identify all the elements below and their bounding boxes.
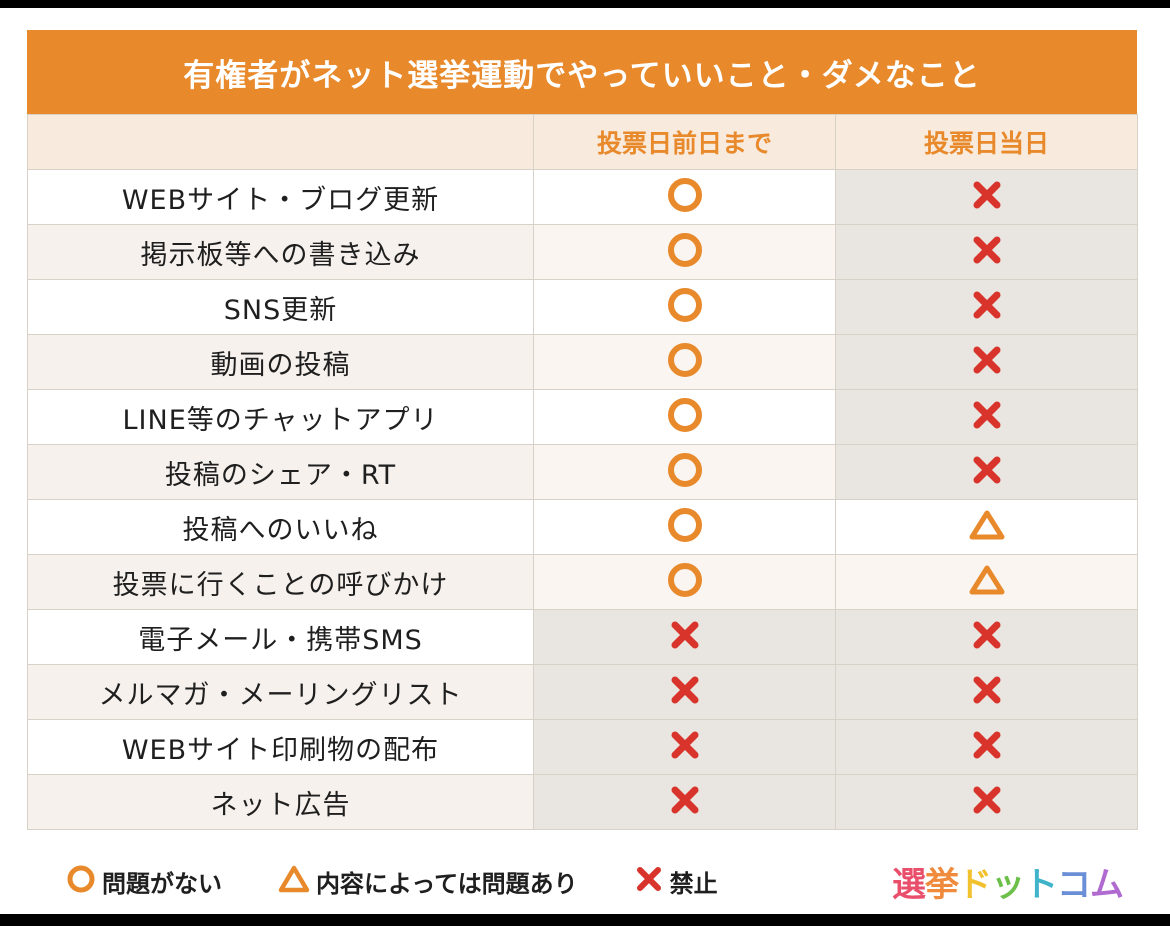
circle-icon: [666, 396, 704, 438]
table-row: ネット広告: [27, 774, 1138, 830]
logo-letter: 挙: [925, 864, 959, 905]
cell-election-day: [835, 774, 1138, 830]
row-label: 投稿へのいいね: [27, 499, 534, 555]
table-row: 電子メール・携帯SMS: [27, 609, 1138, 665]
logo-letter: ド: [958, 864, 992, 905]
circle-icon: [66, 864, 96, 898]
legend-ng: 禁止: [634, 864, 718, 899]
header-row: 投票日前日まで 投票日当日: [27, 114, 1138, 170]
table-row: WEBサイト印刷物の配布: [27, 719, 1138, 775]
cross-icon: [667, 617, 703, 657]
row-label: 投稿のシェア・RT: [27, 444, 534, 500]
cell-election-day: [835, 224, 1138, 280]
cell-before-election-day: [533, 774, 836, 830]
row-label: 掲示板等への書き込み: [27, 224, 534, 280]
legend-ok: 問題がない: [66, 864, 222, 899]
cross-icon: [969, 782, 1005, 822]
table-row: 投稿のシェア・RT: [27, 444, 1138, 500]
cross-icon: [969, 617, 1005, 657]
logo-letter: 選: [892, 864, 926, 905]
table-row: 投稿へのいいね: [27, 499, 1138, 555]
cross-icon: [667, 782, 703, 822]
cell-before-election-day: [533, 224, 836, 280]
cell-election-day: [835, 719, 1138, 775]
row-label: SNS更新: [27, 279, 534, 335]
table-row: 掲示板等への書き込み: [27, 224, 1138, 280]
cell-election-day: [835, 444, 1138, 500]
circle-icon: [666, 286, 704, 328]
row-label: 動画の投稿: [27, 334, 534, 390]
circle-icon: [666, 506, 704, 548]
table-row: WEBサイト・ブログ更新: [27, 169, 1138, 225]
cell-before-election-day: [533, 279, 836, 335]
rules-table: 投票日前日まで 投票日当日 WEBサイト・ブログ更新 掲示板等への書き込み SNS更…: [27, 114, 1138, 830]
table-row: メルマガ・メーリングリスト: [27, 664, 1138, 720]
logo-letter: ト: [1024, 864, 1058, 905]
logo-letter: コ: [1057, 864, 1091, 905]
cross-icon: [969, 727, 1005, 767]
top-border: [0, 0, 1170, 8]
cross-icon: [969, 397, 1005, 437]
row-label: LINE等のチャットアプリ: [27, 389, 534, 445]
table-row: 投票に行くことの呼びかけ: [27, 554, 1138, 610]
cross-icon: [667, 727, 703, 767]
cell-before-election-day: [533, 444, 836, 500]
cell-election-day: [835, 389, 1138, 445]
cell-election-day: [835, 499, 1138, 555]
circle-icon: [666, 451, 704, 493]
cross-icon: [969, 342, 1005, 382]
circle-icon: [666, 341, 704, 383]
cross-icon: [969, 672, 1005, 712]
cell-before-election-day: [533, 169, 836, 225]
table-title: 有権者がネット選挙運動でやっていいこと・ダメなこと: [27, 30, 1137, 114]
triangle-icon: [967, 563, 1007, 601]
triangle-icon: [967, 508, 1007, 546]
row-label: 投票に行くことの呼びかけ: [27, 554, 534, 610]
row-label: メルマガ・メーリングリスト: [27, 664, 534, 720]
cell-before-election-day: [533, 389, 836, 445]
legend: 問題がない 内容によっては問題あり 禁止: [66, 858, 774, 904]
header-before-election-day: 投票日前日まで: [533, 114, 836, 170]
circle-icon: [666, 176, 704, 218]
table-row: 動画の投稿: [27, 334, 1138, 390]
legend-warn-label: 内容によっては問題あり: [316, 869, 578, 898]
cell-election-day: [835, 554, 1138, 610]
circle-icon: [666, 231, 704, 273]
cross-icon: [969, 177, 1005, 217]
row-label: WEBサイト・ブログ更新: [27, 169, 534, 225]
cell-election-day: [835, 664, 1138, 720]
senkyo-dotcom-logo: 選挙ドットコム: [892, 858, 1124, 905]
triangle-icon: [278, 864, 310, 898]
rules-table-frame: 有権者がネット選挙運動でやっていいこと・ダメなこと 投票日前日まで 投票日当日 …: [27, 30, 1138, 830]
bottom-border: [0, 914, 1170, 926]
cell-election-day: [835, 609, 1138, 665]
cell-election-day: [835, 279, 1138, 335]
logo-letter: ッ: [991, 864, 1025, 905]
header-election-day: 投票日当日: [835, 114, 1138, 170]
circle-icon: [666, 561, 704, 603]
cross-icon: [969, 452, 1005, 492]
cross-icon: [667, 672, 703, 712]
legend-ng-label: 禁止: [669, 869, 718, 898]
table-row: LINE等のチャットアプリ: [27, 389, 1138, 445]
row-label: ネット広告: [27, 774, 534, 830]
logo-letter: ム: [1090, 864, 1124, 905]
cell-before-election-day: [533, 334, 836, 390]
cell-before-election-day: [533, 554, 836, 610]
legend-ok-label: 問題がない: [102, 869, 222, 898]
cross-icon: [969, 287, 1005, 327]
header-empty-cell: [27, 114, 534, 170]
cell-before-election-day: [533, 719, 836, 775]
cross-icon: [634, 864, 664, 898]
cell-before-election-day: [533, 499, 836, 555]
cell-before-election-day: [533, 664, 836, 720]
cell-before-election-day: [533, 609, 836, 665]
row-label: WEBサイト印刷物の配布: [27, 719, 534, 775]
cross-icon: [969, 232, 1005, 272]
table-row: SNS更新: [27, 279, 1138, 335]
legend-warn: 内容によっては問題あり: [278, 864, 578, 899]
cell-election-day: [835, 334, 1138, 390]
cell-election-day: [835, 169, 1138, 225]
row-label: 電子メール・携帯SMS: [27, 609, 534, 665]
